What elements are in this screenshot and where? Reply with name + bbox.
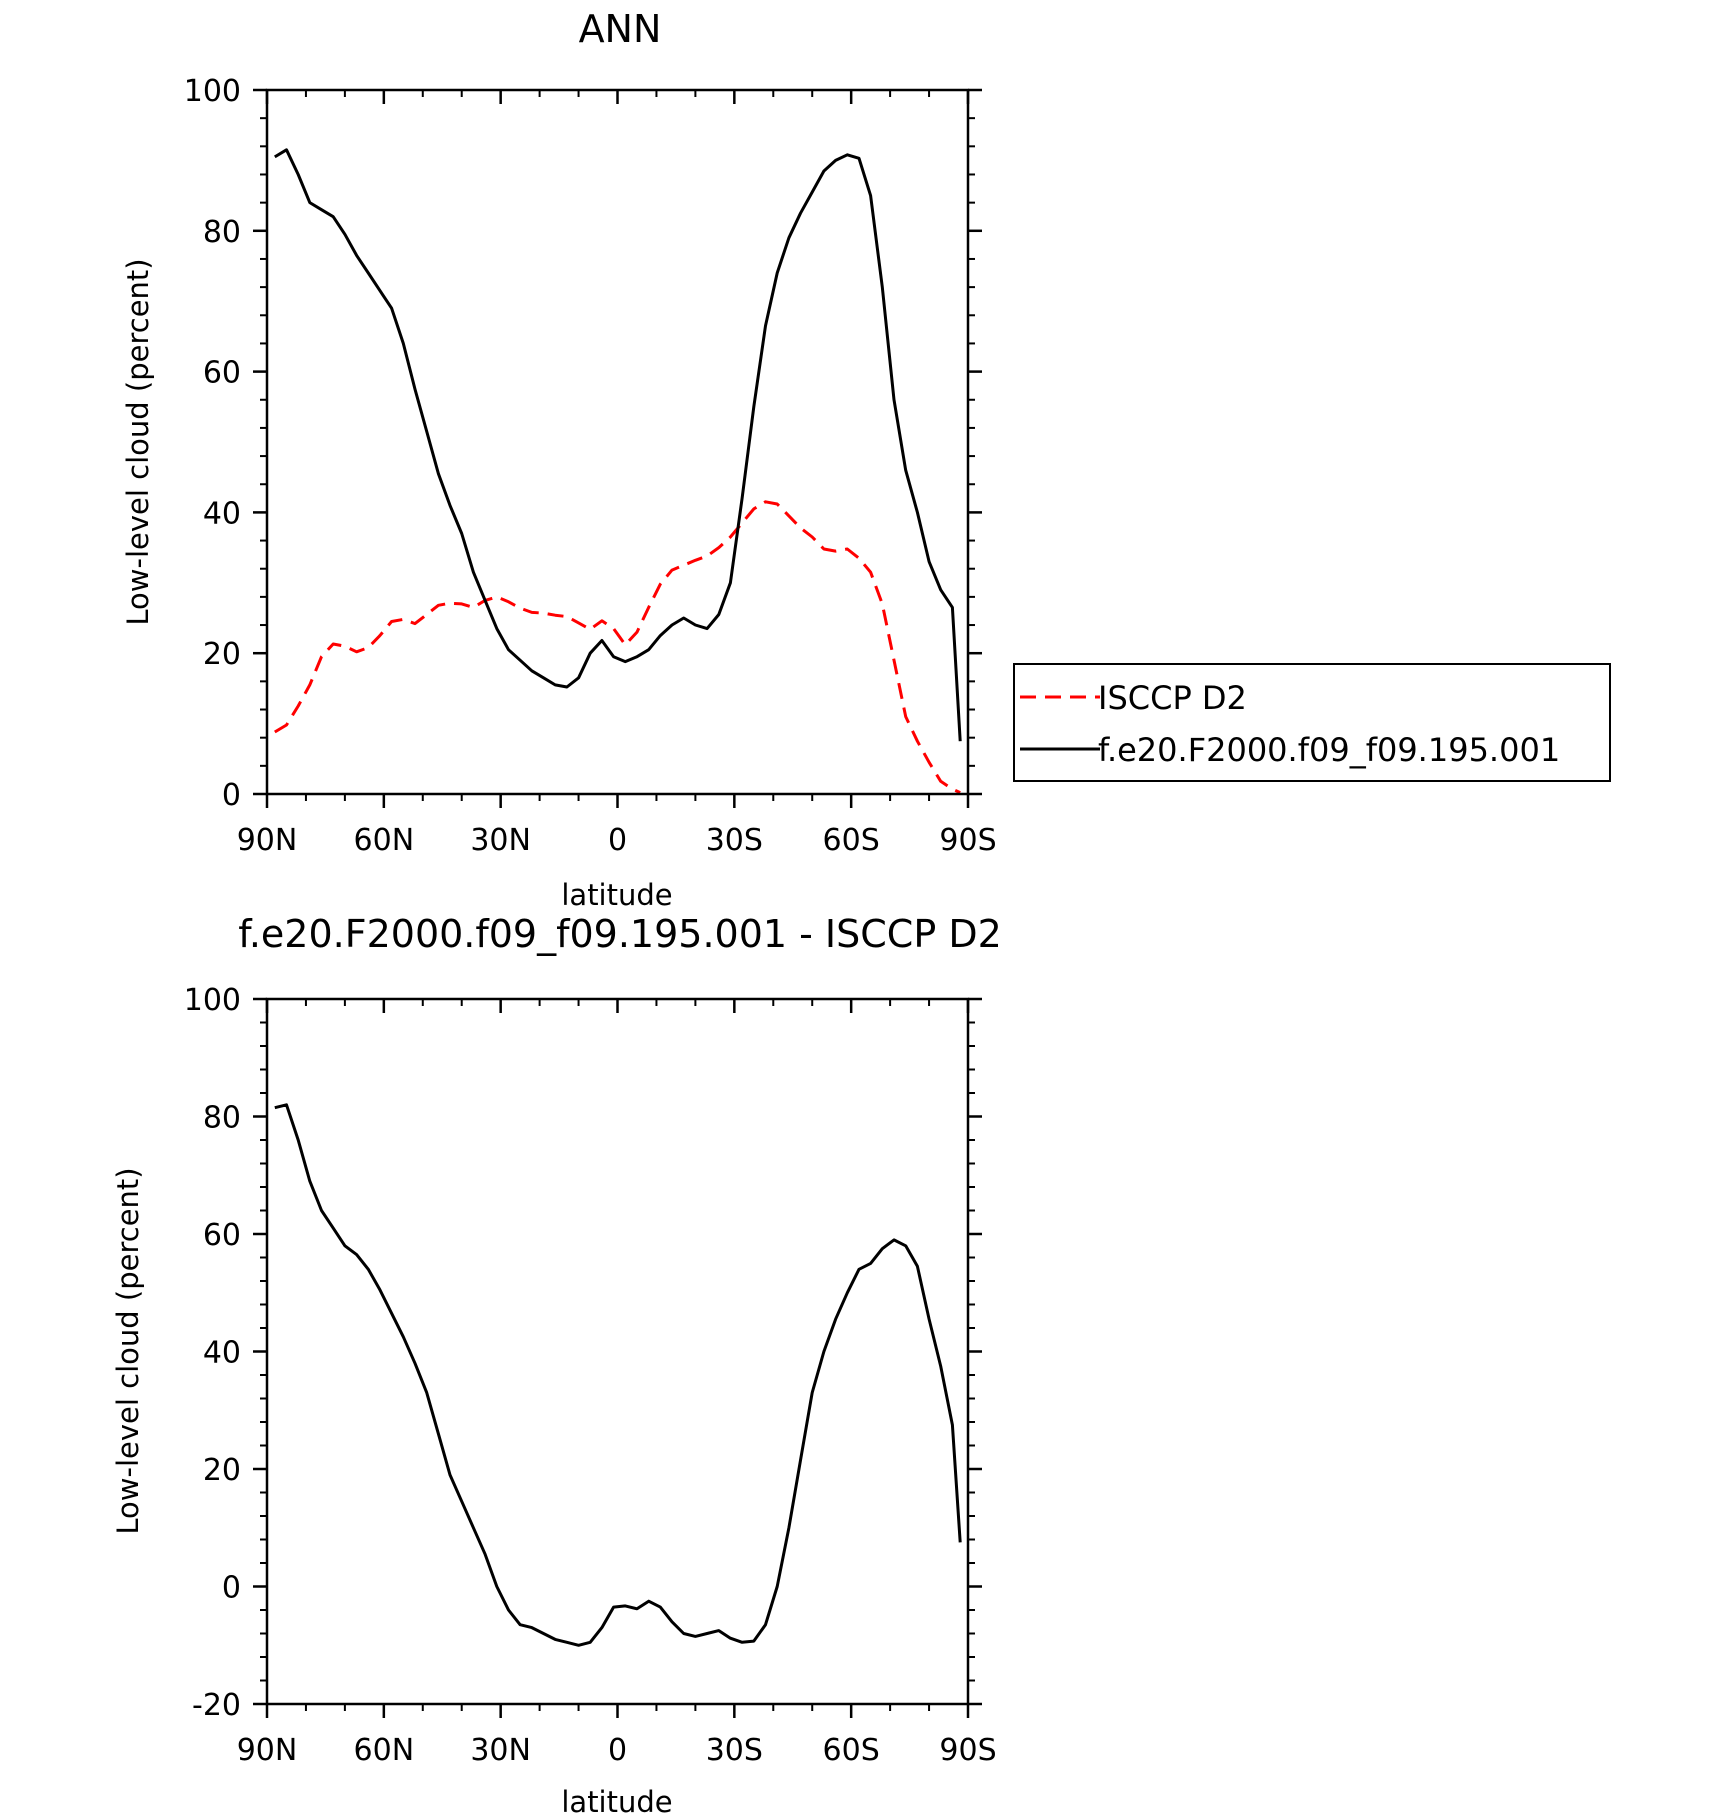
bottom-panel-series: [274, 1103, 962, 1647]
legend-label-isccp-d2: ISCCP D2: [1098, 679, 1247, 717]
y-tick-label: 100: [184, 983, 241, 1018]
x-tick-label: 0: [608, 1733, 627, 1768]
x-tick-label: 90S: [939, 1733, 996, 1768]
top-panel-plot-frame: [265, 88, 970, 796]
top-panel-series: [274, 148, 962, 794]
legend-label-model: f.e20.F2000.f09_f09.195.001: [1098, 731, 1560, 769]
y-tick-label: 20: [203, 637, 241, 672]
x-tick-label: 60S: [823, 1733, 880, 1768]
x-tick-label: 30S: [706, 1733, 763, 1768]
bottom-panel-plot-frame: [265, 997, 970, 1706]
top-series-line-model: [274, 148, 962, 742]
bottom-panel-y-tick-labels: -20 0 20 40 60 80 100: [184, 983, 241, 1723]
y-tick-label: 20: [203, 1453, 241, 1488]
x-tick-label: 60S: [823, 823, 880, 858]
y-tick-label: 0: [222, 778, 241, 813]
bottom-panel-title: f.e20.F2000.f09_f09.195.001 - ISCCP D2: [238, 912, 1002, 956]
x-tick-label: 60N: [354, 1733, 415, 1768]
legend-box: [1013, 663, 1611, 782]
legend: ISCCP D2 f.e20.F2000.f09_f09.195.001: [1013, 663, 1611, 782]
x-tick-label: 90S: [939, 823, 996, 858]
top-panel-y-axis-title: Low-level cloud (percent): [121, 258, 155, 625]
top-panel-x-axis-title: latitude: [561, 878, 672, 912]
top-series-line-isccp-d2: [274, 500, 961, 794]
bottom-panel-y-axis-title: Low-level cloud (percent): [111, 1167, 145, 1534]
x-tick-label: 90N: [237, 823, 298, 858]
x-tick-label: 30S: [706, 823, 763, 858]
y-tick-label: 40: [203, 1336, 241, 1371]
y-tick-label: 40: [203, 496, 241, 531]
y-tick-label: 80: [203, 215, 241, 250]
top-panel-x-tick-labels: 90N 60N 30N 0 30S 60S 90S: [237, 823, 997, 858]
bottom-series-line-model: [274, 1103, 962, 1647]
x-tick-label: 90N: [237, 1733, 298, 1768]
x-tick-label: 30N: [470, 1733, 531, 1768]
y-tick-label: 80: [203, 1101, 241, 1136]
x-tick-label: 0: [608, 823, 627, 858]
bottom-panel-x-tick-labels: 90N 60N 30N 0 30S 60S 90S: [237, 1733, 997, 1768]
y-tick-label: 60: [203, 356, 241, 391]
top-panel-title: ANN: [579, 7, 662, 51]
x-tick-label: 30N: [470, 823, 531, 858]
top-panel-y-tick-labels: 0 20 40 60 80 100: [184, 74, 241, 813]
y-tick-label: 60: [203, 1218, 241, 1253]
y-tick-label: -20: [192, 1688, 241, 1723]
top-panel: ANN 90N 60N 30N 0 30S 60S 90S 0 20 40 60 80 100 lat…: [121, 7, 997, 912]
bottom-panel-x-axis-title: latitude: [561, 1785, 672, 1816]
y-tick-label: 100: [184, 74, 241, 109]
bottom-panel: f.e20.F2000.f09_f09.195.001 - ISCCP D2 9…: [111, 912, 1002, 1816]
y-tick-label: 0: [222, 1571, 241, 1606]
x-tick-label: 60N: [354, 823, 415, 858]
